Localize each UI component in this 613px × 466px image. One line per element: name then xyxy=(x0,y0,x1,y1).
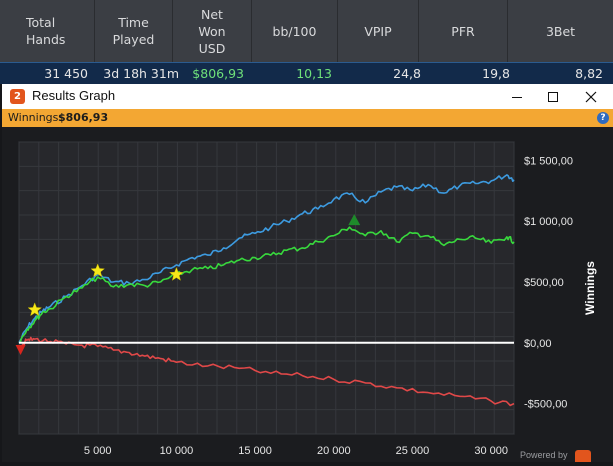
y-tick-label: -$500,00 xyxy=(524,399,567,411)
window-title: Results Graph xyxy=(32,88,116,103)
value-bb100: 10,13 xyxy=(296,66,332,81)
minimize-icon xyxy=(512,96,522,98)
stats-header: Total Hands Time Played Net Won USD bb/1… xyxy=(0,0,613,62)
non-showdown-winnings-line xyxy=(18,336,515,407)
star-marker xyxy=(27,302,43,317)
x-tick-label: 5 000 xyxy=(84,445,112,457)
x-tick-label: 20 000 xyxy=(317,445,351,457)
x-tick-label: 30 000 xyxy=(474,445,508,457)
header-net-won-usd[interactable]: Net Won USD xyxy=(173,0,252,62)
title-bar[interactable]: 2 Results Graph xyxy=(2,84,613,109)
star-marker xyxy=(169,266,184,281)
x-tick-label: 10 000 xyxy=(160,445,194,457)
showdown-winnings-line xyxy=(18,226,515,344)
graph-area: 5 000 10 000 15 000 20 000 25 000 30 000 -$500… xyxy=(2,127,613,462)
app-logo-icon: 2 xyxy=(10,89,25,104)
powered-by-logo-icon xyxy=(575,450,591,462)
minimize-button[interactable] xyxy=(499,84,535,109)
value-3bet: 8,82 xyxy=(575,66,603,81)
net-won-line xyxy=(18,174,515,344)
value-vpip: 24,8 xyxy=(393,66,421,81)
maximize-button[interactable] xyxy=(535,84,571,109)
triangle-down-marker xyxy=(15,345,26,356)
header-bb100[interactable]: bb/100 xyxy=(252,0,338,62)
results-chart[interactable]: 5 000 10 000 15 000 20 000 25 000 30 000 -$500… xyxy=(2,127,613,462)
value-net-won: $806,93 xyxy=(192,66,244,81)
y-tick-label: $1 500,00 xyxy=(524,155,573,167)
star-marker xyxy=(90,263,106,278)
header-pfr[interactable]: PFR xyxy=(419,0,508,62)
value-time-played: 3d 18h 31m xyxy=(103,66,179,81)
y-axis-label: Winnings xyxy=(583,261,597,315)
close-button[interactable] xyxy=(573,84,609,109)
close-icon xyxy=(585,91,597,102)
stats-row[interactable]: 31 450 3d 18h 31m $806,93 10,13 24,8 19,… xyxy=(0,62,613,84)
winnings-bar: Winnings: $806,93 ? xyxy=(2,109,613,127)
y-tick-label: $500,00 xyxy=(524,277,564,289)
results-graph-window: 2 Results Graph Winnings: $806,93 ? 5 00… xyxy=(2,84,613,462)
maximize-icon xyxy=(548,91,558,102)
x-tick-label: 25 000 xyxy=(396,445,430,457)
help-icon[interactable]: ? xyxy=(597,112,609,124)
header-vpip[interactable]: VPIP xyxy=(338,0,419,62)
winnings-label: Winnings: xyxy=(8,111,63,124)
value-pfr: 19,8 xyxy=(482,66,510,81)
powered-by-label: Powered by xyxy=(520,450,568,460)
header-time-played[interactable]: Time Played xyxy=(95,0,173,62)
x-tick-label: 15 000 xyxy=(238,445,272,457)
y-tick-label: $0,00 xyxy=(524,338,552,350)
y-tick-label: $1 000,00 xyxy=(524,216,573,228)
triangle-up-marker xyxy=(348,214,361,226)
value-total-hands: 31 450 xyxy=(44,66,88,81)
header-total-hands[interactable]: Total Hands xyxy=(0,0,95,62)
winnings-amount: $806,93 xyxy=(58,111,109,124)
header-3bet[interactable]: 3Bet xyxy=(545,23,576,39)
